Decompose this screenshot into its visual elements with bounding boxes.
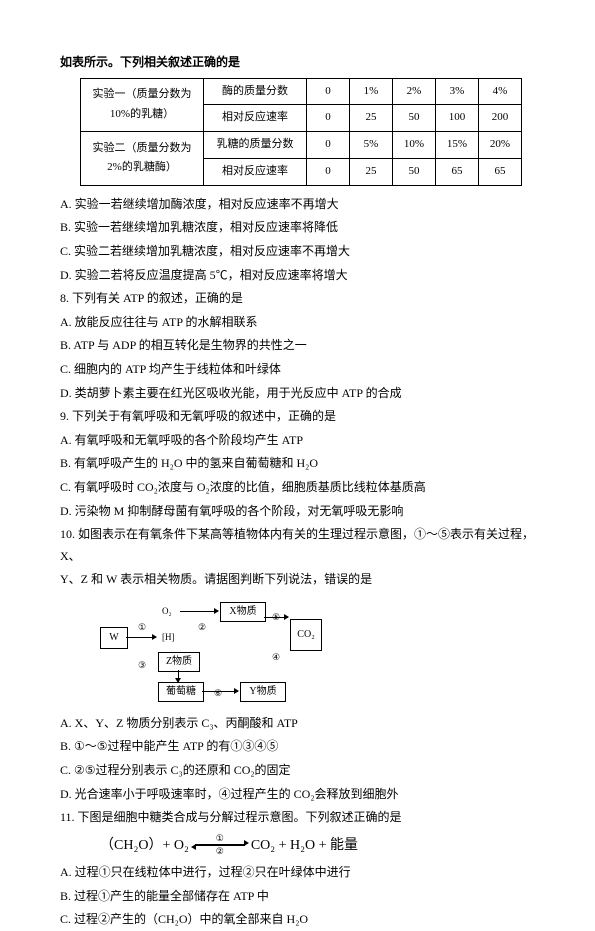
box-w: W: [100, 627, 128, 649]
box-y: Y物质: [240, 682, 286, 702]
q9-stem: 9. 下列关于有氧呼吸和无氧呼吸的叙述中，正确的是: [60, 406, 535, 428]
q11-stem: 11. 下图是细胞中糖类合成与分解过程示意图。下列叙述正确的是: [60, 807, 535, 829]
q8-b: B. ATP 与 ADP 的相互转化是生物界的共性之一: [60, 335, 535, 357]
q8-d: D. 类胡萝卜素主要在红光区吸收光能，用于光反应中 ATP 的合成: [60, 383, 535, 405]
q11-equation: （CH₂O）+ O₂ ① ② CO₂ + H₂O + 能量: [100, 833, 535, 858]
q9-a: A. 有氧呼吸和无氧呼吸的各个阶段均产生 ATP: [60, 430, 535, 452]
q11-a: A. 过程①只在线粒体中进行，过程②只在叶绿体中进行: [60, 862, 535, 884]
q8-c: C. 细胞内的 ATP 均产生于线粒体和叶绿体: [60, 359, 535, 381]
q7-d: D. 实验二若将反应温度提高 5℃，相对反应速率将增大: [60, 265, 535, 287]
box-glucose: 葡萄糖: [158, 682, 204, 702]
arrow-5: [178, 670, 179, 682]
q10-d: D. 光合速率小于呼吸速率时，④过程产生的 CO₂会释放到细胞外: [60, 784, 535, 806]
r1-label: 酶的质量分数: [204, 78, 307, 105]
eq-arrow: ① ②: [195, 834, 245, 856]
q10-stem1: 10. 如图表示在有氧条件下某高等植物体内有关的生理过程示意图，①～⑤表示有关过…: [60, 524, 535, 567]
q9-b: B. 有氧呼吸产生的 H₂O 中的氢来自葡萄糖和 H₂O: [60, 453, 535, 475]
arrow-1: [126, 637, 156, 638]
r2-label: 相对反应速率: [204, 105, 307, 132]
lbl-o2: O₂: [162, 603, 172, 619]
box-x: X物质: [220, 602, 266, 622]
lbl-6: ⑥: [214, 685, 222, 701]
box-z: Z物质: [158, 652, 200, 672]
lbl-2: ②: [198, 619, 206, 635]
q7-c: C. 实验二若继续增加乳糖浓度，相对反应速率不再增大: [60, 241, 535, 263]
q7-b: B. 实验一若继续增加乳糖浓度，相对反应速率将降低: [60, 217, 535, 239]
q10-diagram: W X物质 Z物质 CO₂ 葡萄糖 Y物质 O₂ [H] ① ② ③ ④ ⑤ ⑥: [100, 597, 340, 707]
q11-b: B. 过程①产生的能量全部储存在 ATP 中: [60, 886, 535, 908]
arrow-4: [202, 691, 238, 692]
lbl-3: ③: [138, 657, 146, 673]
group2: 实验二（质量分数为 2%的乳糖酶）: [81, 132, 204, 186]
group1: 实验一（质量分数为 10%的乳糖）: [81, 78, 204, 132]
q8-a: A. 放能反应往往与 ATP 的水解相联系: [60, 312, 535, 334]
lbl-1: ①: [138, 619, 146, 635]
arrow-2: [180, 611, 218, 612]
q7-a: A. 实验一若继续增加酶浓度，相对反应速率不再增大: [60, 194, 535, 216]
r3-label: 乳糖的质量分数: [204, 132, 307, 159]
q9-c: C. 有氧呼吸时 CO₂浓度与 O₂浓度的比值，细胞质基质比线粒体基质高: [60, 477, 535, 499]
q10-c: C. ②⑤过程分别表示 C₃的还原和 CO₂的固定: [60, 760, 535, 782]
q11-c: C. 过程②产生的（CH₂O）中的氧全部来自 H₂O: [60, 909, 535, 931]
eq-left: （CH₂O）+ O₂: [100, 833, 189, 858]
box-co2: CO₂: [290, 619, 322, 651]
q10-b: B. ①～⑤过程中能产生 ATP 的有①③④⑤: [60, 736, 535, 758]
r4-label: 相对反应速率: [204, 158, 307, 185]
lbl-h: [H]: [162, 629, 175, 645]
lbl-4: ④: [272, 649, 280, 665]
arrow-3: [264, 617, 288, 618]
intro: 如表所示。下列相关叙述正确的是: [60, 52, 535, 74]
q9-d: D. 污染物 M 抑制酵母菌有氧呼吸的各个阶段，对无氧呼吸无影响: [60, 501, 535, 523]
data-table: 实验一（质量分数为 10%的乳糖） 酶的质量分数 0 1% 2% 3% 4% 相…: [80, 78, 522, 186]
q10-a: A. X、Y、Z 物质分别表示 C₃、丙酮酸和 ATP: [60, 713, 535, 735]
q10-stem2: Y、Z 和 W 表示相关物质。请据图判断下列说法，错误的是: [60, 569, 535, 591]
eq-right: CO₂ + H₂O + 能量: [251, 833, 358, 858]
q8-stem: 8. 下列有关 ATP 的叙述，正确的是: [60, 288, 535, 310]
